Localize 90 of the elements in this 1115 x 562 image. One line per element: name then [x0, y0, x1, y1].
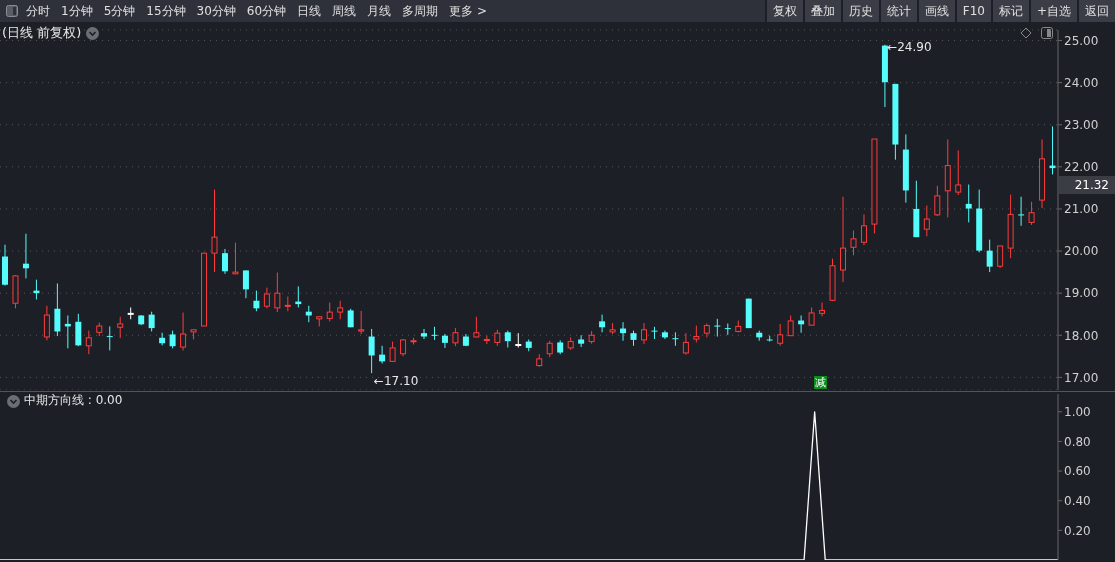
candlestick — [997, 245, 1004, 269]
candlestick — [274, 272, 281, 313]
candlestick — [211, 189, 218, 273]
candlestick — [263, 287, 270, 309]
candlestick — [106, 325, 113, 351]
text: 画线 — [916, 0, 955, 22]
chart-title: 中期方向线 : 0.00 — [24, 392, 123, 409]
y-tick-label: 24.00 — [1064, 75, 1099, 90]
candlestick — [923, 205, 930, 237]
y-tick-label: 0.80 — [1064, 434, 1091, 449]
text: 历史 — [840, 0, 879, 22]
text: 分时 — [26, 2, 50, 20]
candlestick — [159, 332, 166, 346]
text: 1分钟 — [61, 2, 93, 20]
text: 周线 — [332, 2, 357, 20]
candlestick — [337, 300, 344, 320]
candlestick — [986, 239, 993, 273]
annotation: ←24.90 — [887, 39, 932, 54]
text: 叠加 — [802, 0, 841, 22]
candlestick — [483, 335, 490, 345]
candlestick — [253, 290, 260, 312]
chart-title: (日线 前复权) — [2, 25, 82, 40]
candlestick — [724, 322, 731, 336]
text: 15分钟 — [146, 2, 186, 20]
candlestick — [1018, 196, 1025, 227]
candlestick — [578, 334, 585, 348]
candlestick — [777, 323, 784, 347]
y-tick-label: 21.00 — [1064, 202, 1099, 217]
y-tick-label: 18.00 — [1064, 328, 1099, 343]
y-tick-label: 25.00 — [1064, 33, 1099, 48]
candlestick — [232, 242, 239, 275]
candlestick — [672, 331, 679, 347]
y-tick-label: 1.00 — [1064, 405, 1091, 420]
text: 更多 > — [449, 2, 487, 20]
candlestick — [148, 311, 155, 332]
annotation: ←17.10 — [373, 374, 419, 389]
y-tick-label: 23.00 — [1064, 118, 1099, 132]
candlestick — [242, 269, 249, 299]
candlestick — [452, 327, 459, 347]
candlestick — [54, 282, 61, 337]
candlestick — [473, 316, 480, 338]
text: 复权 — [764, 0, 803, 22]
candlestick — [651, 326, 658, 340]
candlestick — [682, 332, 689, 356]
candlestick — [934, 185, 941, 217]
y-tick-label: 17.00 — [1064, 370, 1099, 385]
candlestick — [358, 310, 365, 335]
candlestick — [368, 328, 375, 374]
text: 标记 — [990, 0, 1029, 22]
text: 日线 — [297, 2, 322, 20]
candlestick — [221, 248, 228, 275]
candlestick — [43, 305, 50, 341]
candlestick — [180, 312, 187, 351]
text: F10 — [954, 0, 991, 22]
text: 月线 — [367, 2, 392, 20]
candlestick — [955, 149, 962, 196]
candlestick — [965, 184, 972, 223]
candlestick — [1028, 201, 1035, 226]
y-tick-label: 22.00 — [1064, 160, 1099, 175]
text: +自选 — [1028, 0, 1077, 22]
candlestick — [819, 301, 826, 317]
y-tick-label: 19.00 — [1064, 286, 1099, 301]
candlestick — [787, 314, 794, 337]
y-tick-label: 0.40 — [1064, 493, 1091, 508]
text: 返回 — [1077, 0, 1115, 22]
candlestick — [431, 326, 438, 341]
annotation: 减 — [814, 376, 827, 389]
candlestick — [85, 330, 92, 355]
candlestick — [326, 301, 333, 322]
candlestick — [441, 333, 448, 349]
text: 30分钟 — [196, 2, 236, 20]
text: 统计 — [878, 0, 917, 22]
candlestick — [860, 213, 867, 246]
y-tick-label: 0.20 — [1064, 523, 1091, 538]
y-tick-label: 0.60 — [1064, 464, 1091, 479]
candlestick — [421, 328, 428, 340]
text: 21.32 — [1074, 178, 1109, 192]
candlestick — [379, 345, 386, 364]
candlestick — [850, 229, 857, 256]
text: 60分钟 — [246, 2, 287, 20]
candlestick — [714, 318, 721, 338]
candlestick — [389, 341, 396, 362]
text: 多周期 — [402, 2, 439, 20]
candlestick — [117, 316, 124, 339]
text: 5分钟 — [103, 2, 136, 20]
y-tick-label: 20.00 — [1064, 244, 1099, 259]
candlestick — [599, 314, 606, 333]
candlestick — [840, 196, 847, 283]
candlestick — [75, 313, 82, 347]
candlestick — [640, 322, 647, 345]
